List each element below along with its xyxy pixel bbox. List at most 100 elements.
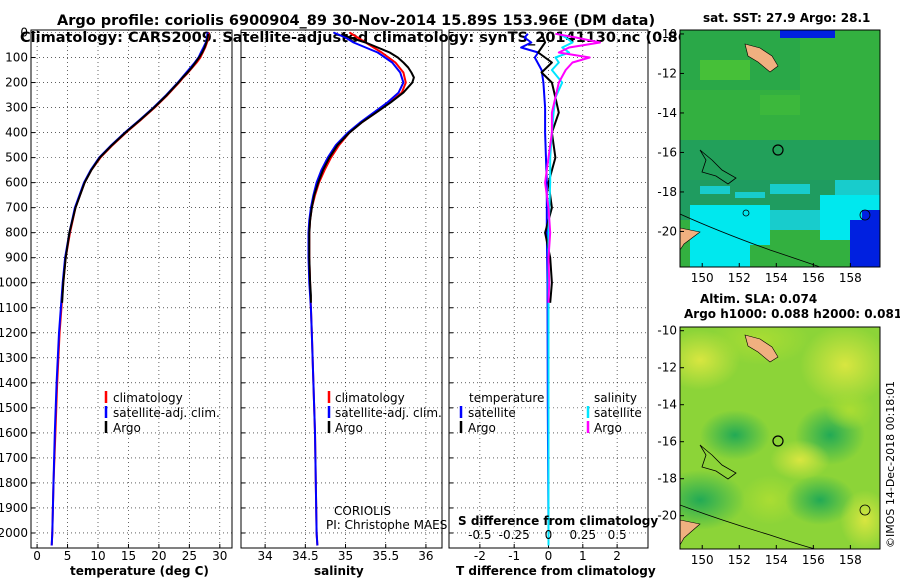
- x-tick-label: 1: [579, 549, 587, 563]
- map-x-tick-label: 154: [765, 271, 788, 285]
- legend-label: satellite: [468, 406, 516, 420]
- coriolis-label: CORIOLIS: [334, 504, 391, 518]
- series-line-argo: [61, 33, 210, 303]
- legend-label: climatology: [335, 391, 405, 405]
- map-y-tick-label: -18: [657, 185, 677, 199]
- map-y-tick-label: -10: [657, 27, 677, 41]
- y-tick-label: 800: [5, 226, 28, 240]
- sst-map-frame: [679, 29, 881, 268]
- y-tick-label: 1900: [0, 501, 28, 515]
- legend-header-temperature: temperature: [469, 391, 544, 405]
- y-tick-label: 600: [5, 176, 28, 190]
- x-tick-label: -1: [508, 549, 520, 563]
- map-x-tick-label: 154: [765, 553, 788, 567]
- figure-title-line1: Argo profile: coriolis 6900904_89 30-Nov…: [57, 13, 655, 29]
- sst-argo-marker: [772, 144, 784, 156]
- legend-label: Argo: [113, 421, 141, 435]
- legend-label: Argo: [594, 421, 622, 435]
- y-tick-label: 500: [5, 151, 28, 165]
- temperature-xlabel: temperature (deg C): [70, 564, 209, 578]
- legend-label: satellite-adj. clim.: [113, 406, 220, 420]
- map-y-tick-label: -18: [657, 472, 677, 486]
- legend-header-salinity: salinity: [594, 391, 637, 405]
- x-tick-label: 30: [212, 549, 227, 563]
- salinity-panel-frame: [240, 29, 443, 549]
- map-x-tick-label: 158: [839, 271, 862, 285]
- y-tick-label: 700: [5, 201, 28, 215]
- y-tick-label: 1500: [0, 401, 28, 415]
- x-tick-label: 34.5: [292, 549, 319, 563]
- s-difference-label: S difference from climatology: [458, 514, 658, 528]
- x-tick-label: 0: [33, 549, 41, 563]
- y-tick-label: 1100: [0, 301, 28, 315]
- map-y-tick-label: -14: [657, 106, 677, 120]
- pi-label: PI: Christophe MAES: [326, 518, 447, 532]
- y-tick-label: 300: [5, 101, 28, 115]
- sla-map-frame: [679, 326, 881, 550]
- x-tick-label: 5: [64, 549, 72, 563]
- map-y-tick-label: -14: [657, 398, 677, 412]
- y-tick-label: 900: [5, 251, 28, 265]
- series-line-satellite-adj-clim-: [307, 31, 405, 546]
- s-tick-label: 0: [545, 528, 553, 542]
- x-tick-label: 35.5: [372, 549, 399, 563]
- sst-map: [680, 30, 880, 267]
- sst-map-title: sat. SST: 27.9 Argo: 28.1: [703, 11, 870, 25]
- map-y-tick-label: -16: [657, 145, 677, 159]
- series-line-climatology: [50, 32, 210, 546]
- legend-label: satellite-adj. clim.: [335, 406, 442, 420]
- y-tick-label: 0: [20, 26, 28, 40]
- map-x-tick-label: 156: [802, 271, 825, 285]
- x-tick-label: 15: [121, 549, 136, 563]
- series-line-salinity-argo: [544, 32, 601, 303]
- difference-xlabel: T difference from climatology: [456, 564, 656, 578]
- s-tick-label: 0.25: [569, 528, 596, 542]
- s-tick-label: 0.5: [608, 528, 627, 542]
- map-y-tick-label: -12: [657, 66, 677, 80]
- map-y-tick-label: -16: [657, 435, 677, 449]
- map-x-tick-label: 152: [728, 553, 751, 567]
- y-tick-label: 1700: [0, 451, 28, 465]
- series-line-climatology: [308, 31, 407, 546]
- y-tick-label: 1200: [0, 326, 28, 340]
- y-tick-label: 200: [5, 76, 28, 90]
- map-x-tick-label: 150: [691, 271, 714, 285]
- map-y-tick-label: -10: [657, 324, 677, 338]
- salinity-legend: climatology satellite-adj. clim. Argo: [327, 391, 442, 435]
- x-tick-label: 36: [418, 549, 433, 563]
- map-x-tick-label: 156: [802, 553, 825, 567]
- x-tick-label: 0: [545, 549, 553, 563]
- y-tick-label: 100: [5, 51, 28, 65]
- y-tick-label: 1300: [0, 351, 28, 365]
- map-x-tick-label: 158: [839, 553, 862, 567]
- map-y-tick-label: -20: [657, 509, 677, 523]
- sla-map-title-1: Altim. SLA: 0.074: [700, 292, 817, 306]
- map-y-tick-label: -20: [657, 224, 677, 238]
- sla-argo-marker: [772, 435, 784, 447]
- y-tick-label: 1600: [0, 426, 28, 440]
- map-y-tick-label: -12: [657, 361, 677, 375]
- imos-watermark: ©IMOS 14-Dec-2018 00:18:01: [884, 381, 897, 548]
- x-tick-label: 34: [257, 549, 272, 563]
- y-tick-label: 1400: [0, 376, 28, 390]
- series-line-argo: [308, 32, 415, 303]
- y-tick-label: 1800: [0, 476, 28, 490]
- y-tick-label: 2000: [0, 526, 28, 540]
- temperature-panel-frame: [30, 29, 233, 549]
- y-tick-label: 1000: [0, 276, 28, 290]
- legend-label: Argo: [335, 421, 363, 435]
- map-x-tick-label: 152: [728, 271, 751, 285]
- series-line-satellite-adj-clim-: [50, 32, 209, 546]
- s-tick-label: -0.5: [468, 528, 491, 542]
- sla-map-title-2: Argo h1000: 0.088 h2000: 0.081: [684, 307, 900, 321]
- x-tick-label: 25: [182, 549, 197, 563]
- y-tick-label: 400: [5, 126, 28, 140]
- x-tick-label: 35: [338, 549, 353, 563]
- x-tick-label: -2: [474, 549, 486, 563]
- legend-label: Argo: [468, 421, 496, 435]
- legend-label: satellite: [594, 406, 642, 420]
- s-tick-label: -0.25: [499, 528, 530, 542]
- x-tick-label: 10: [90, 549, 105, 563]
- temperature-legend: climatology satellite-adj. clim. Argo: [104, 391, 220, 435]
